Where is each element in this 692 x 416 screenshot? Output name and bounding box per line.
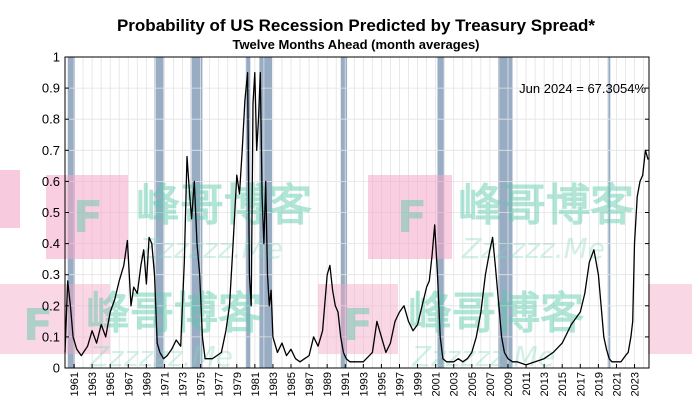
- series-line: [64, 71, 649, 366]
- x-tick-label: 1961: [69, 372, 81, 396]
- watermark-url: Zzzzzz.Me: [139, 232, 283, 265]
- x-tick-label: 1999: [413, 372, 425, 396]
- x-tick-label: 1977: [214, 372, 226, 396]
- x-tick-label: 2007: [485, 372, 497, 396]
- y-tick-label: 0.7: [42, 143, 60, 158]
- watermark-block: [318, 284, 398, 354]
- y-tick-label: 0.8: [42, 112, 60, 127]
- x-tick-label: 2017: [575, 372, 587, 396]
- watermark-letter: F: [23, 300, 53, 351]
- x-tick-label: 2005: [467, 372, 479, 396]
- watermark-block: [648, 284, 692, 354]
- watermark-block: [368, 175, 452, 259]
- y-tick-label: 0.2: [42, 298, 60, 313]
- y-tick-label: 0.4: [42, 236, 60, 251]
- x-tick-label: 2001: [431, 372, 443, 396]
- watermark-letter: F: [73, 192, 103, 243]
- watermark-brand: 峰哥博客: [136, 180, 312, 231]
- y-tick-label: 0.6: [42, 174, 60, 189]
- x-tick-label: 2011: [521, 372, 533, 396]
- x-tick-label: 2021: [611, 372, 623, 396]
- x-tick-label: 1969: [141, 372, 153, 396]
- x-tick-label: 2023: [630, 372, 642, 396]
- watermark-block: [0, 170, 20, 228]
- x-tick-label: 1983: [268, 372, 280, 396]
- chart-title: Probability of US Recession Predicted by…: [117, 16, 595, 35]
- x-tick-label: 2009: [503, 372, 515, 396]
- y-tick-label: 0.3: [42, 267, 60, 282]
- series-layer: [64, 71, 649, 366]
- x-tick-label: 1991: [340, 372, 352, 396]
- x-tick-label: 2013: [539, 372, 551, 396]
- watermark: F F F F 峰哥博客 峰哥博客 峰哥博客 峰哥博客 Zzzzzz.Me Zz…: [0, 170, 692, 373]
- x-tick-label: 1985: [286, 372, 298, 396]
- watermark-brand: 峰哥博客: [86, 288, 262, 339]
- chart-subtitle: Twelve Months Ahead (month averages): [232, 37, 479, 52]
- watermark-block: [46, 175, 128, 259]
- x-tick-label: 1965: [105, 372, 117, 396]
- watermark-brand: 峰哥博客: [408, 288, 584, 339]
- watermark-url: Zzzzzz.Me: [461, 232, 605, 265]
- watermark-brand: 峰哥博客: [458, 180, 634, 231]
- x-tick-label: 1981: [250, 372, 262, 396]
- x-tick-label: 1993: [358, 372, 370, 396]
- x-tick-label: 1963: [87, 372, 99, 396]
- x-tick-label: 1971: [159, 372, 171, 396]
- x-tick-label: 1989: [322, 372, 334, 396]
- x-tick-label: 2019: [593, 372, 605, 396]
- x-tick-label: 1997: [394, 372, 406, 396]
- y-axis: 0 0.1 0.2 0.3 0.4 0.5 0.6 0.7 0.8 0.9 1: [42, 50, 649, 376]
- x-tick-label: 1979: [232, 372, 244, 396]
- x-axis: 1961 1963 1965 1967 1969 1971 1973 1975 1977 1979…: [69, 364, 642, 396]
- x-tick-label: 1987: [304, 372, 316, 396]
- watermark-letter: F: [343, 300, 373, 351]
- x-tick-label: 1967: [123, 372, 135, 396]
- x-tick-label: 1995: [376, 372, 388, 396]
- y-tick-label: 0: [53, 361, 60, 376]
- x-tick-label: 1975: [196, 372, 208, 396]
- x-tick-label: 1973: [178, 372, 190, 396]
- latest-value-annotation: Jun 2024 = 67.3054%: [519, 81, 646, 96]
- y-tick-label: 0.9: [42, 81, 60, 96]
- y-tick-label: 0.1: [42, 329, 60, 344]
- x-tick-label: 2003: [449, 372, 461, 396]
- watermark-letter: F: [397, 192, 427, 243]
- y-tick-label: 1: [53, 50, 60, 65]
- y-tick-label: 0.5: [42, 205, 60, 220]
- watermark-block: [0, 284, 110, 354]
- x-tick-label: 2015: [557, 372, 569, 396]
